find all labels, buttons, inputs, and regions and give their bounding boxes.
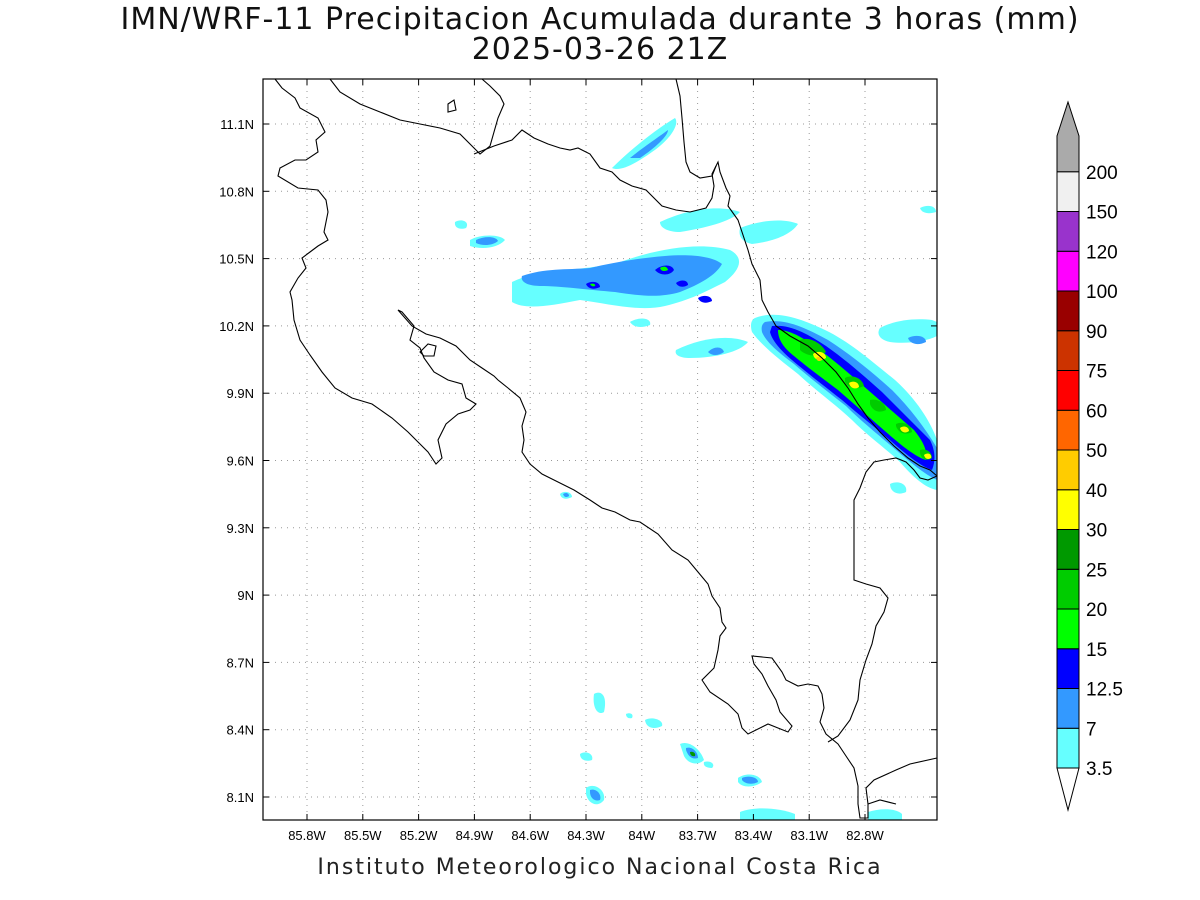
colorbar-swatch: [1056, 290, 1080, 332]
lat-tick-label: 9.6N: [227, 454, 254, 469]
lon-tick-label: 83.7W: [679, 828, 717, 843]
lon-tick-label: 83.1W: [790, 828, 828, 843]
lat-tick-label: 11.1N: [220, 117, 254, 132]
lat-tick-label: 10.2N: [219, 319, 254, 334]
precipitation-field: [454, 118, 937, 820]
colorbar-swatch: [1056, 568, 1080, 610]
colorbar-label: 40: [1086, 481, 1107, 502]
colorbar-swatch: [1056, 409, 1080, 451]
colorbar-swatch: [1056, 250, 1080, 292]
lon-tick-label: 85.2W: [400, 828, 438, 843]
colorbar-swatch: [1056, 489, 1080, 530]
colorbar-swatch: [1056, 529, 1080, 570]
lon-tick-label: 84W: [628, 828, 655, 843]
colorbar-swatch: [1056, 727, 1080, 769]
colorbar-swatch: [1056, 211, 1080, 252]
lat-tick-label: 8.4N: [227, 723, 254, 738]
colorbar-label: 90: [1086, 322, 1107, 343]
lon-tick-label: 84.6W: [511, 828, 549, 843]
colorbar-swatch: [1056, 330, 1080, 371]
lat-tick-label: 9.3N: [227, 521, 254, 536]
lat-tick-label: 8.7N: [227, 655, 254, 670]
credit-footer: Instituto Meteorologico Nacional Costa R…: [317, 855, 883, 880]
lat-tick-label: 10.5N: [219, 252, 254, 267]
colorbar-label: 60: [1086, 401, 1107, 422]
map-title: IMN/WRF-11 Precipitacion Acumulada duran…: [120, 2, 1080, 37]
map-valid-time: 2025-03-26 21Z: [471, 32, 729, 67]
colorbar-label: 12.5: [1086, 680, 1123, 701]
lon-tick-label: 84.9W: [456, 828, 494, 843]
colorbar-swatch: [1056, 648, 1080, 689]
colorbar-label: 100: [1086, 282, 1118, 303]
lat-tick-label: 10.8N: [219, 184, 254, 199]
colorbar-label: 120: [1086, 242, 1118, 263]
colorbar-swatch: [1056, 688, 1080, 729]
colorbar-swatch: [1056, 449, 1080, 491]
precip-band-north: [454, 118, 936, 358]
lon-tick-label: 85.5W: [344, 828, 382, 843]
lon-tick-label: 85.8W: [288, 828, 326, 843]
longitude-axis: 85.8W 85.5W 85.2W 84.9W 84.6W 84.3W 84W 83.7W 83…: [288, 79, 885, 843]
colorbar-swatch: [1056, 171, 1080, 212]
colorbar-swatch: [1056, 100, 1080, 173]
lat-tick-label: 9N: [237, 588, 254, 603]
colorbar: 3.5 7 12.5 15 20 25 30 40 50 60 75 90 100 120 150 200: [1056, 100, 1123, 812]
colorbar-label: 150: [1086, 203, 1118, 224]
colorbar-lower-extension: [1056, 767, 1080, 812]
colorbar-label: 75: [1086, 362, 1107, 383]
colorbar-label: 7: [1086, 719, 1097, 740]
colorbar-label: 15: [1086, 640, 1107, 661]
map-frame: [262, 78, 938, 821]
colorbar-label: 25: [1086, 560, 1107, 581]
lat-tick-label: 9.9N: [227, 386, 254, 401]
colorbar-swatch: [1056, 370, 1080, 411]
colorbar-swatch: [1056, 608, 1080, 650]
colorbar-label: 50: [1086, 441, 1107, 462]
colorbar-label: 30: [1086, 521, 1107, 542]
lon-tick-label: 83.4W: [735, 828, 773, 843]
lat-tick-label: 8.1N: [227, 790, 254, 805]
lon-tick-label: 82.8W: [846, 828, 884, 843]
lon-tick-label: 84.3W: [567, 828, 605, 843]
colorbar-label: 3.5: [1086, 759, 1112, 780]
colorbar-label: 200: [1086, 163, 1118, 184]
coastline: [274, 78, 938, 819]
latitude-axis: 11.1N 10.8N 10.5N 10.2N 9.9N 9.6N 9.3N 9N 8.7N 8.…: [219, 117, 937, 805]
colorbar-label: 20: [1086, 600, 1107, 621]
